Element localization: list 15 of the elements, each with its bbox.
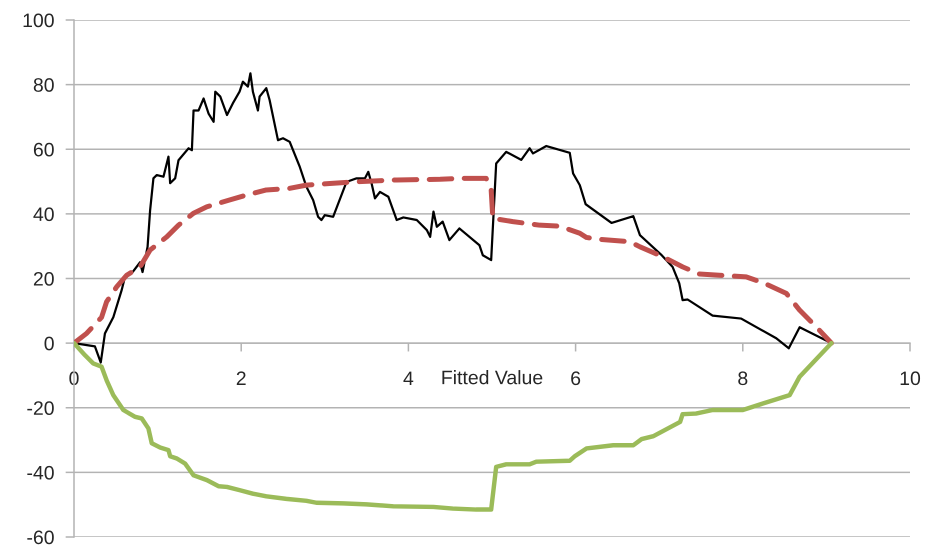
x-tick-label: 4 <box>403 372 414 385</box>
y-tick-label: -40 <box>27 466 54 480</box>
y-tick-label: 80 <box>34 78 54 92</box>
x-tick-label: 6 <box>571 371 580 386</box>
y-tick-label: 0 <box>44 336 54 350</box>
y-tick-label: 40 <box>33 207 54 222</box>
y-tick-label: 100 <box>24 13 54 28</box>
x-axis-title: Fitted Value <box>442 370 542 384</box>
y-tick-label: -20 <box>27 401 54 415</box>
y-tick-label: 20 <box>34 272 54 286</box>
y-tick-label: -60 <box>27 530 54 544</box>
y-tick-label: 60 <box>34 142 54 156</box>
x-tick-label: 8 <box>738 371 748 386</box>
x-tick-label: 10 <box>900 371 920 386</box>
x-tick-label: 2 <box>236 371 246 385</box>
